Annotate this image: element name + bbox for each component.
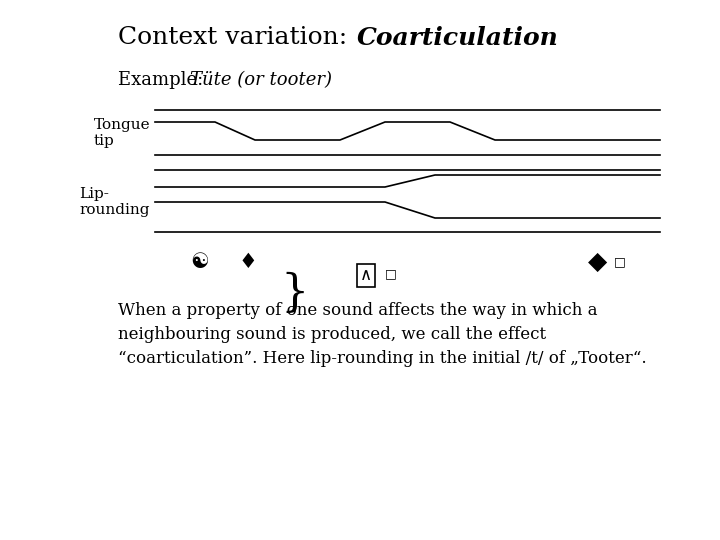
Text: When a property of one sound affects the way in which a
neighbouring sound is pr: When a property of one sound affects the…	[118, 302, 647, 367]
Text: ☯: ☯	[191, 252, 210, 272]
Text: Lip-
rounding: Lip- rounding	[79, 187, 150, 217]
Text: Context variation:: Context variation:	[118, 26, 355, 50]
Text: Tongue
tip: Tongue tip	[94, 118, 150, 148]
Text: Tüte (or tooter): Tüte (or tooter)	[190, 71, 332, 89]
Text: }: }	[281, 272, 309, 315]
Text: □: □	[385, 267, 397, 280]
Text: Example:: Example:	[118, 71, 209, 89]
Text: ∧: ∧	[360, 266, 372, 284]
Text: □: □	[614, 255, 626, 268]
Text: ◆: ◆	[588, 250, 608, 274]
Text: ♦: ♦	[238, 252, 257, 272]
Text: Coarticulation: Coarticulation	[357, 26, 559, 50]
